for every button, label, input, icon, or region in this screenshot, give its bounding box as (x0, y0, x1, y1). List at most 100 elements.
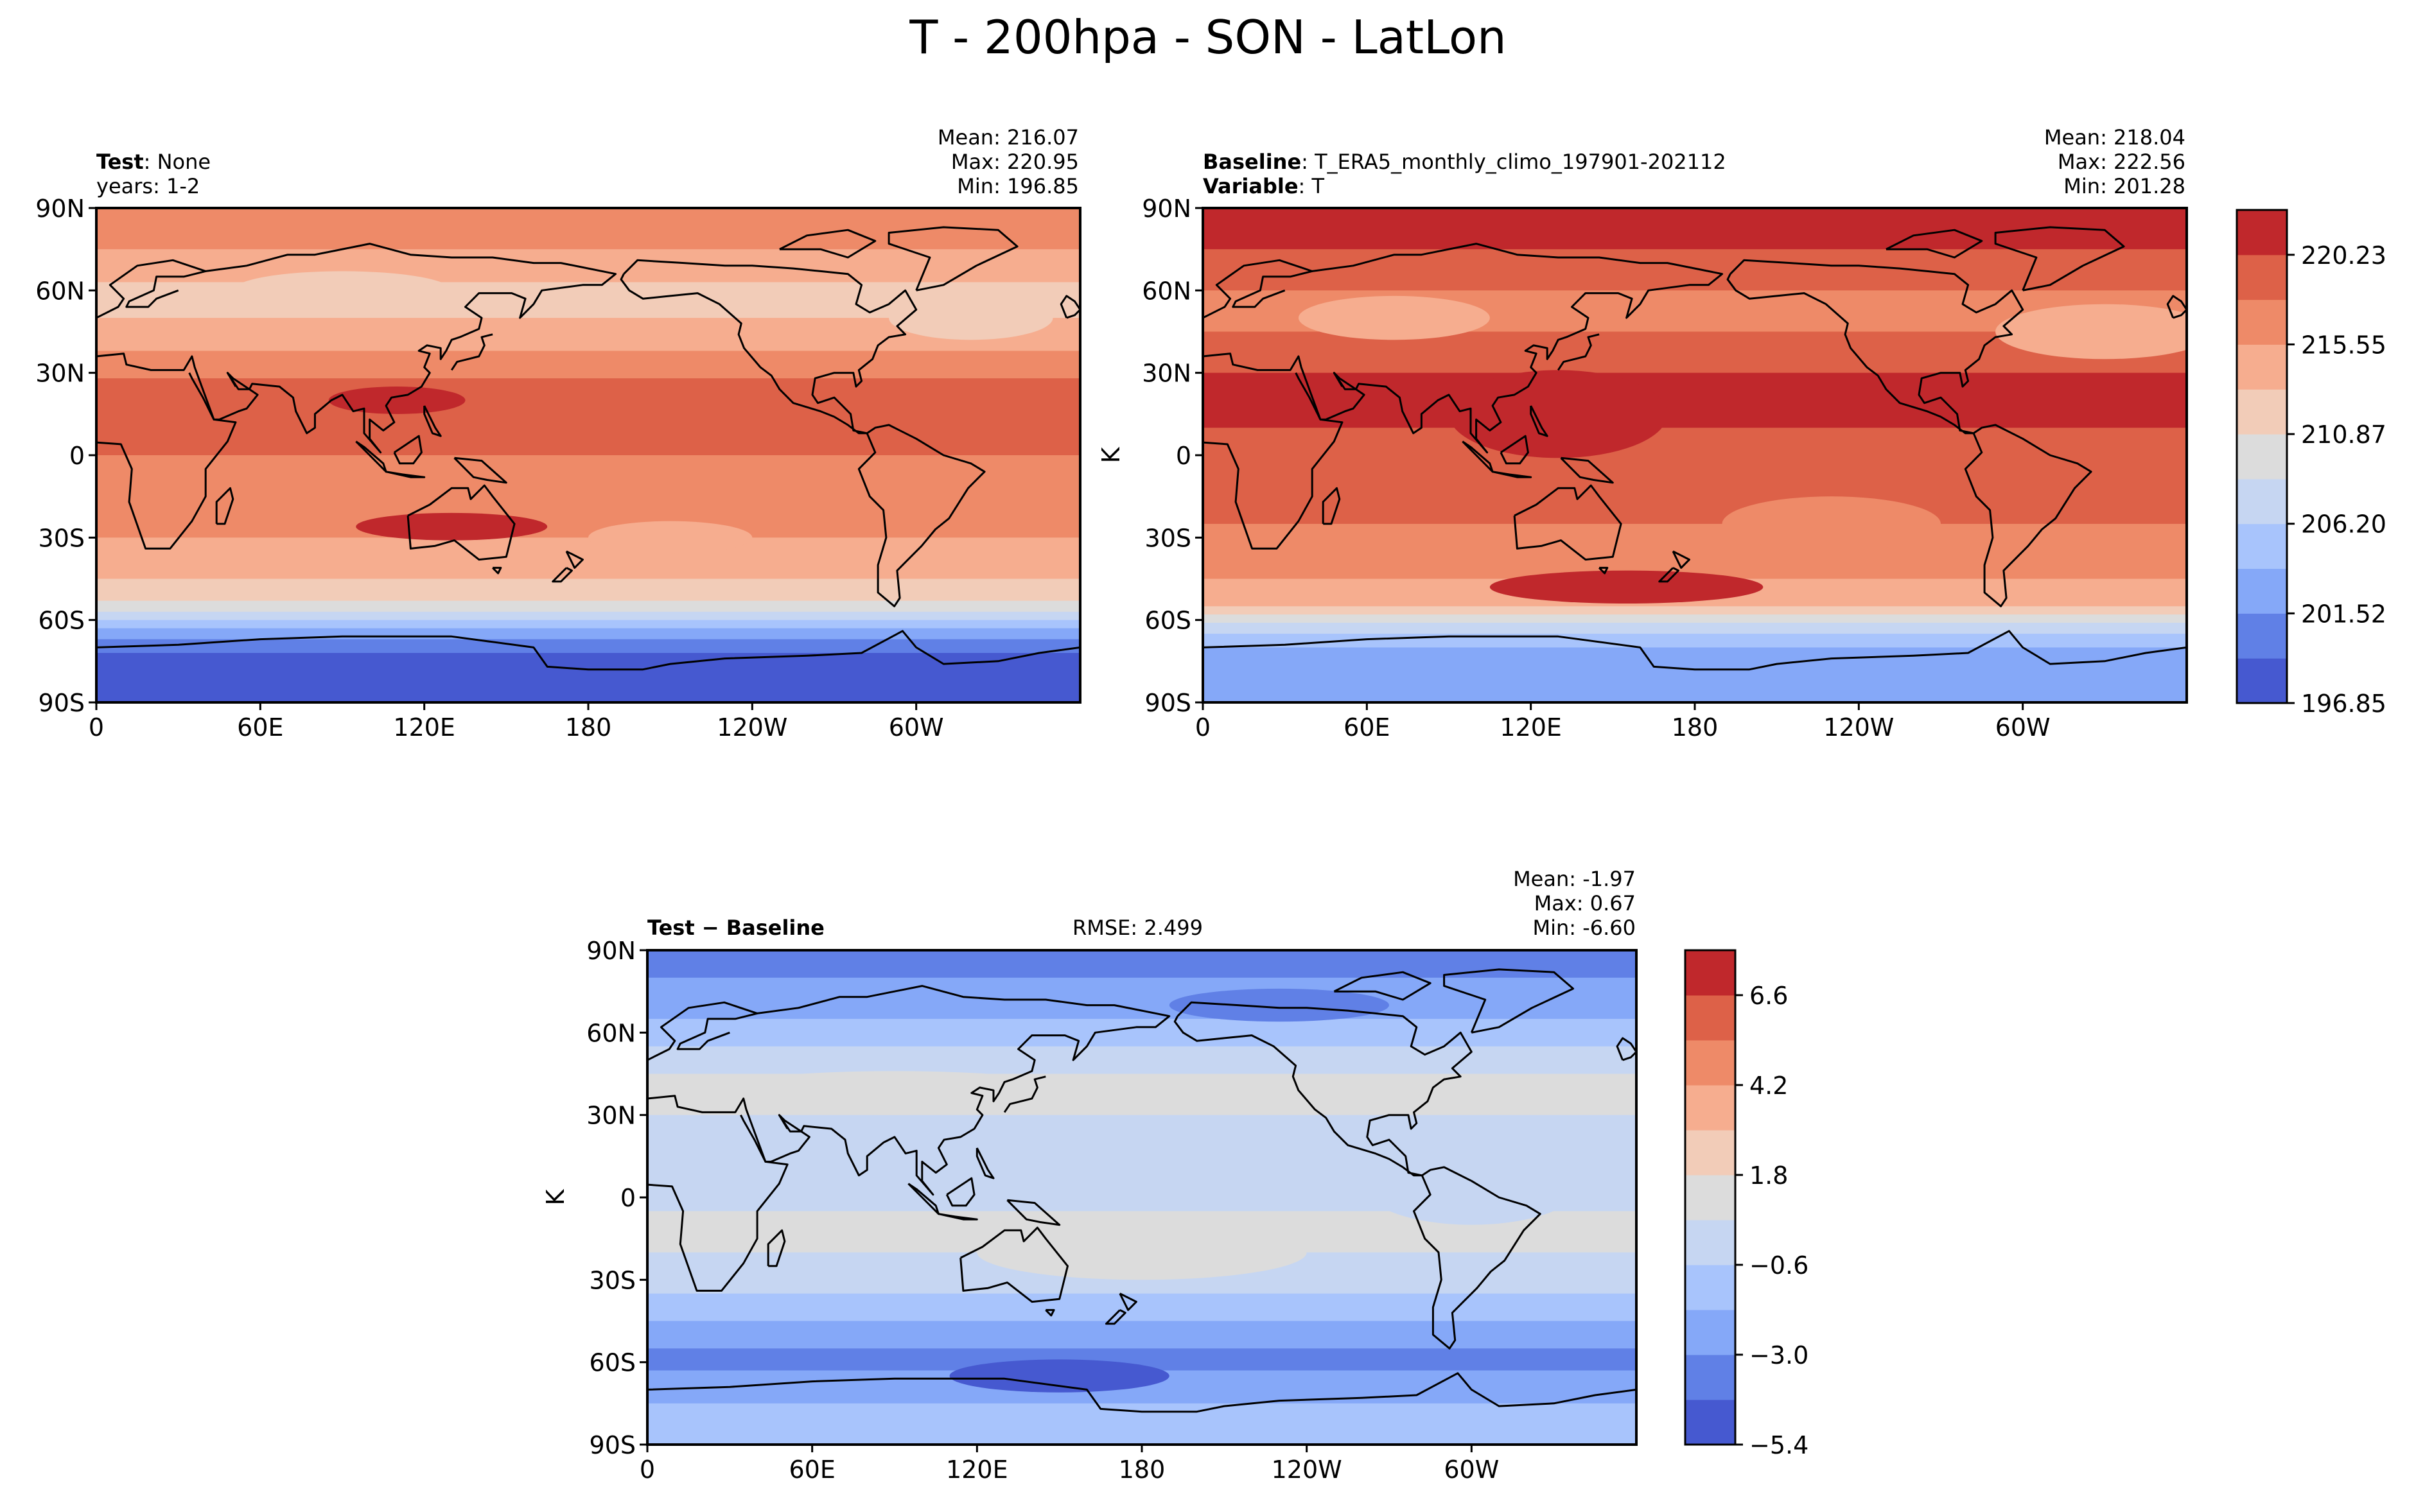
diff-stat-min: Min: -6.60 (1532, 916, 1636, 940)
coastline (938, 1213, 978, 1221)
coastline (1462, 440, 1494, 473)
coastline (1492, 471, 1532, 478)
coastline (1530, 405, 1548, 437)
coastline (1006, 1199, 1061, 1226)
coastline (959, 1226, 1069, 1303)
y-tick-label: 60S (1145, 607, 1191, 635)
contour-blob (588, 521, 753, 554)
x-tick-label: 60E (237, 713, 283, 742)
coastline (1886, 229, 1983, 259)
colorbar-label: 201.52 (2301, 600, 2386, 628)
contour-blob (977, 1224, 1307, 1280)
x-tick-label: 120E (393, 713, 455, 742)
coastline (888, 226, 1019, 291)
coastline (1513, 484, 1622, 561)
y-tick-label: 90N (1142, 195, 1191, 223)
y-tick-label: 60N (1142, 277, 1191, 305)
coastline (1060, 295, 1080, 319)
x-tick-label: 60E (1344, 713, 1390, 742)
contour-blob (889, 295, 1053, 340)
y-axis-label: K (541, 1188, 570, 1205)
coastline (1557, 333, 1600, 371)
contour-band (647, 950, 1636, 978)
test-header-line1: Test: None (96, 150, 211, 174)
x-tick-label: 60W (1444, 1456, 1499, 1484)
contour-blob (1169, 988, 1389, 1022)
contour-band (1203, 372, 2187, 429)
coastline (423, 405, 442, 437)
colorbar-swatch (1685, 1040, 1735, 1086)
contour-blob (232, 271, 452, 310)
colorbar-swatch (1685, 1085, 1735, 1131)
colorbar-label: −5.4 (1749, 1431, 1808, 1459)
y-tick-label: 90S (590, 1431, 636, 1459)
contour-blob (1361, 1142, 1582, 1225)
colorbar-swatch (2237, 613, 2287, 659)
contour-blob (1449, 370, 1668, 458)
coastline (1119, 1292, 1137, 1311)
y-tick-label: 60N (35, 277, 85, 305)
contour-band (647, 1046, 1636, 1075)
test-stat-mean: Mean: 216.07 (937, 125, 1079, 150)
colorbar-swatch (1685, 1175, 1735, 1221)
coastline (757, 985, 1171, 1196)
colorbar-label: −0.6 (1749, 1251, 1808, 1280)
diff-header: Test − Baseline (647, 916, 825, 940)
test-stat-max: Max: 220.95 (950, 150, 1079, 174)
coastline (1413, 1166, 1541, 1350)
baseline-header-line2: Variable: T (1203, 174, 1325, 198)
coastline (647, 1095, 789, 1292)
colorbar-swatch (2237, 658, 2287, 704)
x-tick-label: 180 (1119, 1456, 1166, 1484)
coastline (1964, 424, 2092, 607)
contour-band (647, 977, 1636, 1020)
contour-band (1203, 614, 2187, 623)
colorbar-swatch (2237, 523, 2287, 569)
colorbar-swatch (2237, 568, 2287, 614)
baseline-stat-min: Min: 201.28 (2063, 174, 2185, 198)
map-panel-base: 0 60E 120E 180 120W 60W 90N 60N 30N 0 30S 60S 90S K (1097, 195, 2188, 742)
colorbar-abs: 220.23 215.55 210.87 206.20 201.52 196.85 (2236, 209, 2386, 718)
colorbar-label: 4.2 (1749, 1072, 1788, 1100)
x-tick-label: 120E (946, 1456, 1008, 1484)
coastline (96, 259, 207, 319)
colorbar-label: 220.23 (2301, 241, 2386, 270)
coastline (1203, 630, 2187, 671)
contour-band (1203, 647, 2187, 702)
colorbar-swatch (1685, 1130, 1735, 1176)
contour-blob (1722, 496, 1941, 552)
map-panel-diff: 0 60E 120E 180 120W 60W 90N 60N 30N 0 30S 60S 90S K (541, 937, 1638, 1484)
x-tick-label: 120W (1823, 713, 1894, 742)
contour-blob (356, 512, 548, 541)
coastline (215, 487, 234, 525)
coastline (1203, 352, 1344, 550)
contour-blob (949, 1359, 1169, 1393)
coastline (385, 471, 426, 478)
coastline (767, 1229, 786, 1267)
contour-band (1203, 208, 2187, 250)
contour-band (96, 351, 1080, 379)
x-tick-label: 180 (1672, 713, 1719, 742)
coastline (450, 333, 493, 371)
x-tick-label: 60W (1995, 713, 2051, 742)
diff-stat-max: Max: 0.67 (1534, 891, 1636, 916)
colorbar-swatch (2237, 478, 2287, 525)
y-tick-label: 90N (35, 195, 85, 223)
coastline (96, 352, 237, 550)
contour-band (96, 653, 1080, 702)
colorbar-swatch (1685, 995, 1735, 1041)
colorbar-swatch (1685, 1220, 1735, 1265)
y-tick-label: 30N (1142, 360, 1191, 388)
contour-fill-test (96, 208, 1080, 702)
coastline (1105, 1309, 1126, 1325)
contour-band (647, 1321, 1636, 1350)
coastline (647, 1372, 1636, 1413)
coastline (96, 630, 1080, 671)
colorbar-label: 6.6 (1749, 982, 1788, 1010)
baseline-header-line1: Baseline: T_ERA5_monthly_climo_197901-20… (1203, 150, 1726, 174)
y-tick-label: 90S (39, 689, 85, 717)
colorbar-label: 210.87 (2301, 421, 2386, 449)
contour-band (96, 611, 1080, 621)
